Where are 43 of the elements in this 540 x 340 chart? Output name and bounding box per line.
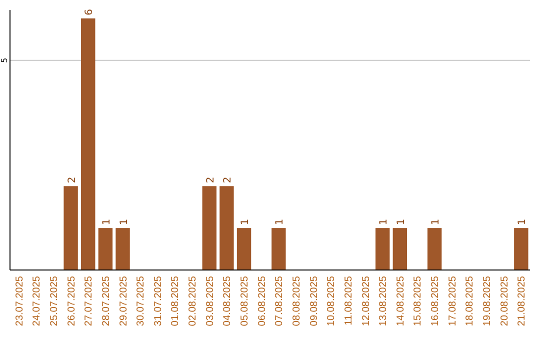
x-tick-label: 11.08.2025	[343, 276, 354, 326]
x-tick-label: 04.08.2025	[222, 276, 234, 326]
x-tick-label: 03.08.2025	[204, 276, 216, 326]
x-tick-label: 05.08.2025	[240, 276, 251, 326]
x-tick-label: 15.08.2025	[412, 276, 424, 326]
x-tick-label: 31.07.2025	[152, 276, 164, 326]
x-tick-label: 10.08.2025	[326, 276, 338, 326]
x-tick-label: 18.08.2025	[464, 276, 476, 326]
data-label: 1	[378, 218, 390, 226]
x-tick-label: 21.08.2025	[516, 276, 528, 326]
x-tick-label: 23.07.2025	[14, 276, 26, 326]
x-tick-label: 27.07.2025	[84, 276, 95, 326]
x-tick-label: 13.08.2025	[378, 276, 390, 326]
x-tick-label: 16.08.2025	[430, 276, 442, 326]
x-tick-label: 01.08.2025	[170, 276, 182, 326]
x-tick-label: 20.08.2025	[499, 276, 510, 326]
data-label: 1	[396, 218, 407, 226]
x-tick-label: 17.08.2025	[447, 276, 458, 326]
data-label: 1	[430, 218, 442, 226]
x-tick-label: 25.07.2025	[48, 276, 60, 326]
y-tick-label: 5	[0, 58, 9, 63]
data-label: 1	[517, 218, 528, 226]
data-label: 1	[118, 218, 130, 226]
data-label: 1	[240, 218, 252, 226]
data-label: 2	[66, 176, 78, 184]
x-tick-label: 14.08.2025	[395, 276, 406, 326]
x-tick-label: 02.08.2025	[188, 276, 199, 326]
x-tick-label: 06.08.2025	[256, 276, 268, 326]
data-label: 2	[222, 176, 234, 184]
x-tick-label: 26.07.2025	[66, 276, 78, 326]
x-tick-label: 29.07.2025	[118, 276, 130, 326]
x-tick-label: 09.08.2025	[308, 276, 320, 326]
x-tick-label: 12.08.2025	[360, 276, 372, 326]
x-tick-label: 24.07.2025	[32, 276, 43, 326]
data-label: 1	[101, 218, 112, 226]
x-tick-label: 19.08.2025	[482, 276, 494, 326]
data-label: 1	[274, 218, 286, 226]
data-label: 6	[84, 9, 96, 16]
x-tick-label: 07.08.2025	[274, 276, 286, 326]
x-tick-label: 30.07.2025	[136, 276, 147, 326]
data-label: 2	[205, 176, 216, 184]
x-tick-label: 08.08.2025	[291, 276, 302, 326]
x-tick-label: 28.07.2025	[100, 276, 112, 326]
